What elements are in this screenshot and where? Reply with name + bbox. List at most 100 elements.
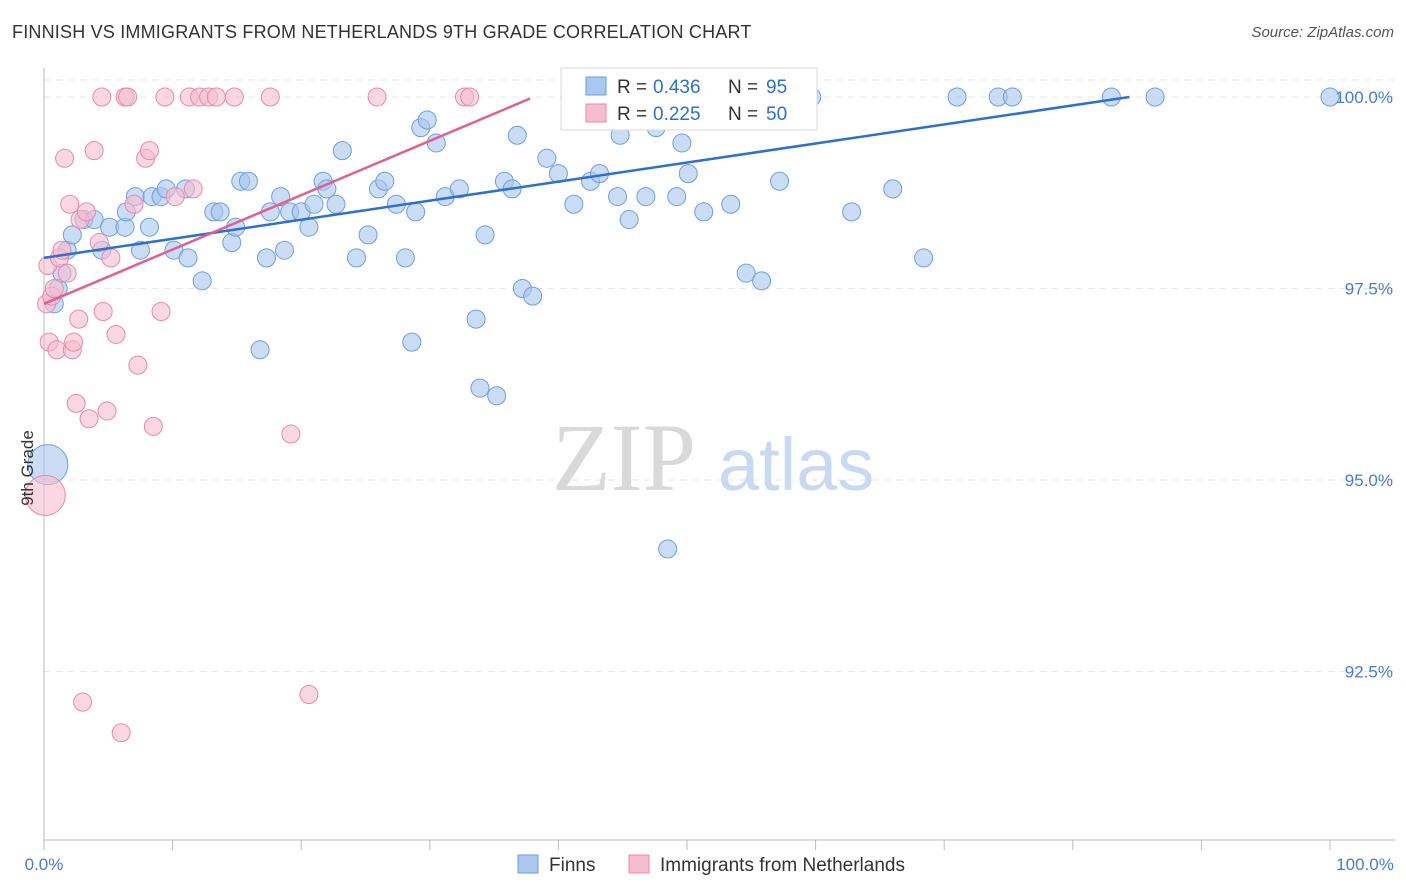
finns-point-63 [537, 148, 557, 168]
x-tick-label-1: 100.0% [1336, 855, 1394, 874]
finns-point-71 [636, 187, 656, 207]
finns-point-65 [564, 194, 584, 214]
netherlands-point-35 [155, 87, 175, 107]
finns-point-87 [947, 87, 967, 107]
netherlands-point-9 [55, 148, 75, 168]
x-tick-label-0: 0.0% [25, 855, 64, 874]
finns-point-90 [1101, 87, 1121, 107]
netherlands-point-30 [128, 355, 148, 375]
legend-r-value-1: 0.436 [653, 77, 701, 98]
finns-point-29 [256, 248, 276, 268]
y-tick-label-0: 92.5% [1345, 663, 1393, 682]
y-axis-title: 9th Grade [18, 430, 37, 506]
legend-swatch-netherlands [585, 103, 607, 123]
netherlands-point-15 [69, 309, 89, 329]
grid-lines [44, 79, 1395, 672]
finns-point-56 [475, 225, 495, 245]
finns-point-77 [678, 164, 698, 184]
finns-point-28 [250, 340, 270, 360]
finns-point-23 [210, 202, 230, 222]
finns-point-74 [658, 539, 678, 559]
finns-point-80 [736, 263, 756, 283]
finns-point-60 [507, 125, 527, 145]
finns-point-75 [667, 187, 687, 207]
finns-point-89 [1002, 87, 1022, 107]
finns-point-42 [358, 225, 378, 245]
netherlands-point-45 [299, 684, 319, 704]
netherlands-point-29 [124, 194, 144, 214]
netherlands-point-38 [183, 179, 203, 199]
finns-point-86 [914, 248, 934, 268]
finns-point-21 [192, 271, 212, 291]
finns-point-20 [178, 248, 198, 268]
legend-r-label-1: R = [617, 77, 647, 98]
finns-point-81 [752, 271, 772, 291]
bottom-legend-netherlands: Immigrants from Netherlands [660, 855, 905, 876]
finns-point-14 [139, 217, 159, 237]
netherlands-point-36 [165, 187, 185, 207]
finns-point-27 [238, 171, 258, 191]
bottom-legend-finns: Finns [549, 855, 595, 876]
chart-title: FINNISH VS IMMIGRANTS FROM NETHERLANDS 9… [12, 22, 752, 42]
watermark-zip: ZIP [552, 404, 696, 511]
netherlands-trend-line [43, 97, 531, 305]
finns-point-79 [721, 194, 741, 214]
finns-point-48 [406, 202, 426, 222]
finns-point-13 [130, 240, 150, 260]
finns-point-57 [487, 386, 507, 406]
finns-point-78 [694, 202, 714, 222]
legend-r-value-2: 0.225 [653, 104, 701, 125]
netherlands-point-11 [60, 194, 80, 214]
legend-n-value-2: 50 [766, 104, 787, 125]
netherlands-point-48 [460, 87, 480, 107]
netherlands-point-14 [66, 393, 86, 413]
finns-point-47 [402, 332, 422, 352]
finns-point-32 [274, 240, 294, 260]
netherlands-point-20 [84, 141, 104, 161]
legend-n-label-1: N = [728, 77, 758, 98]
netherlands-point-34 [151, 301, 171, 321]
netherlands-point-17 [73, 692, 93, 712]
netherlands-point-24 [101, 248, 121, 268]
y-tick-label-3: 100.0% [1335, 88, 1393, 107]
finns-point-40 [332, 141, 352, 161]
bottom-legend-swatch-finns [517, 854, 539, 874]
netherlands-points [24, 87, 480, 743]
finns-point-68 [608, 187, 628, 207]
finns-trend-line [43, 95, 1130, 260]
netherlands-point-5 [44, 279, 64, 298]
finns-points [27, 87, 1340, 559]
y-tick-label-2: 97.5% [1345, 280, 1393, 299]
finns-point-46 [395, 248, 415, 268]
netherlands-point-19 [79, 409, 99, 429]
netherlands-point-13 [64, 332, 84, 352]
netherlands-point-41 [206, 87, 226, 107]
netherlands-point-21 [89, 233, 109, 253]
finns-point-53 [449, 179, 469, 199]
netherlands-point-25 [106, 324, 126, 344]
finns-point-41 [346, 248, 366, 268]
finns-point-39 [326, 194, 346, 214]
netherlands-point-43 [260, 87, 280, 107]
trend-lines [43, 95, 1130, 305]
netherlands-point-10 [57, 263, 77, 283]
legend-swatch-finns [585, 76, 607, 96]
legend-r-label-2: R = [617, 104, 647, 125]
netherlands-point-49 [92, 87, 112, 107]
netherlands-point-23 [97, 401, 117, 421]
finns-point-62 [523, 286, 543, 306]
finns-point-92 [1320, 87, 1340, 107]
finns-point-55 [470, 378, 490, 398]
bottom-legend-swatch-netherlands [628, 854, 650, 874]
finns-point-5 [62, 225, 82, 245]
source-label: Source: ZipAtlas.com [1251, 24, 1394, 41]
legend-n-value-1: 95 [766, 77, 787, 98]
finns-point-70 [619, 210, 639, 230]
netherlands-point-0 [24, 474, 66, 516]
finns-point-50 [417, 110, 437, 130]
legend-box: R = 0.436 N = 95 R = 0.225 N = 50 [560, 67, 818, 131]
x-tick-labels: 0.0% 100.0% [25, 855, 1394, 874]
netherlands-point-28 [118, 87, 138, 107]
netherlands-point-26 [111, 723, 131, 743]
